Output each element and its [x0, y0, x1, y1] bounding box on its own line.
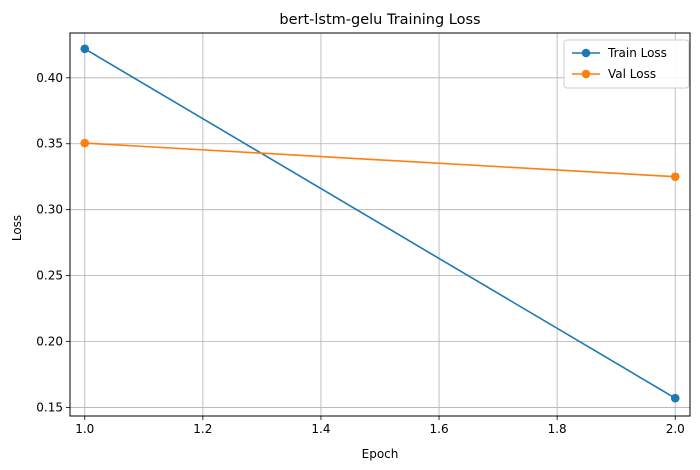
x-axis-ticks: 1.0 1.2 1.4 1.6 1.8 2.0	[75, 416, 685, 436]
plot-frame	[69, 32, 691, 417]
legend-train-loss-label: Train Loss	[607, 46, 667, 60]
y-tick-label: 0.40	[36, 71, 63, 85]
y-tick-label: 0.20	[36, 335, 63, 349]
x-tick-label: 1.2	[193, 422, 212, 436]
grid-lines	[70, 33, 690, 416]
x-axis-label: Epoch	[362, 447, 399, 461]
legend-items: Train Loss Val Loss	[572, 46, 667, 81]
x-tick-label: 1.0	[75, 422, 94, 436]
chart-title: bert-lstm-gelu Training Loss	[279, 12, 480, 28]
x-tick-label: 1.8	[548, 422, 567, 436]
train-loss-line	[84, 48, 676, 399]
y-axis-label: Loss	[10, 215, 24, 241]
x-tick-label: 2.0	[666, 422, 685, 436]
train-loss-point	[80, 44, 90, 54]
series-layer	[80, 44, 680, 403]
y-tick-label: 0.30	[36, 203, 63, 217]
val-loss-point	[670, 172, 680, 182]
x-tick-label: 1.4	[311, 422, 330, 436]
val-loss-line	[84, 142, 676, 178]
legend: Train Loss Val Loss	[563, 39, 690, 89]
legend-train-loss-marker	[581, 48, 591, 58]
legend-val-loss-label: Val Loss	[608, 67, 656, 81]
legend-box	[563, 39, 690, 89]
y-tick-label: 0.35	[36, 137, 63, 151]
x-tick-label: 1.6	[430, 422, 449, 436]
val-loss-point	[80, 138, 90, 148]
y-tick-label: 0.15	[36, 400, 63, 414]
y-axis-ticks: 0.15 0.20 0.25 0.30 0.35 0.40	[36, 71, 70, 414]
train-loss-point	[670, 393, 680, 403]
y-tick-label: 0.25	[36, 269, 63, 283]
legend-val-loss-marker	[581, 69, 591, 79]
